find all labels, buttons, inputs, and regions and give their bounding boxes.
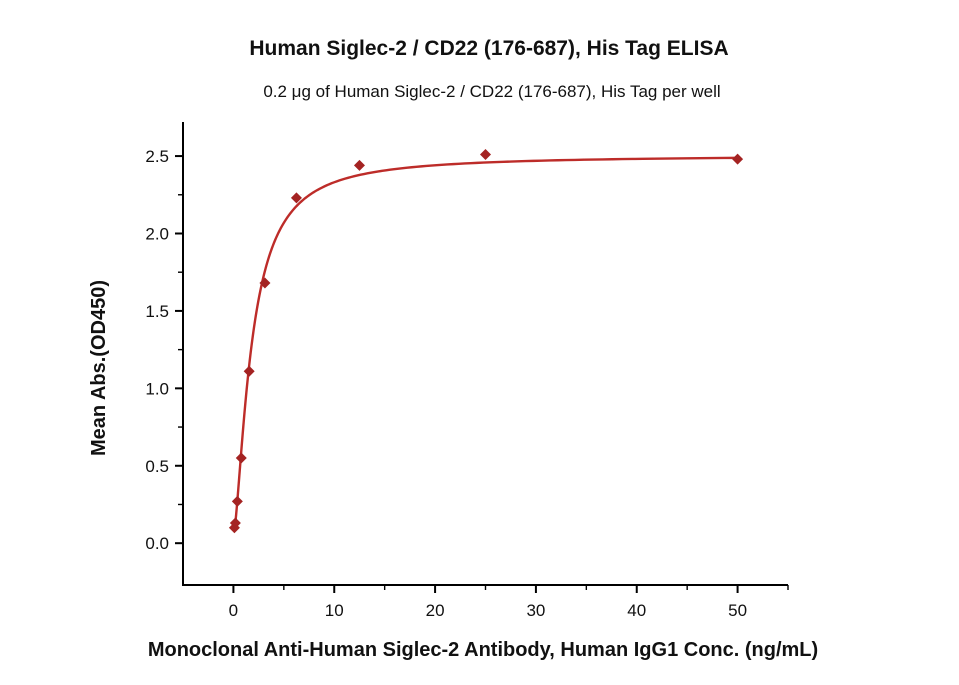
data-point bbox=[353, 159, 365, 171]
x-axis-label: Monoclonal Anti-Human Siglec-2 Antibody,… bbox=[148, 639, 818, 661]
chart-title: Human Siglec-2 / CD22 (176-687), His Tag… bbox=[249, 37, 728, 60]
y-tick-label: 1.5 bbox=[145, 302, 169, 321]
y-tick-label: 0.0 bbox=[145, 534, 169, 553]
x-tick-label: 10 bbox=[325, 601, 344, 620]
data-point bbox=[290, 192, 302, 204]
data-point bbox=[229, 517, 241, 529]
x-tick-label: 50 bbox=[728, 601, 747, 620]
x-tick-label: 20 bbox=[426, 601, 445, 620]
x-tick-label: 0 bbox=[229, 601, 238, 620]
data-point bbox=[243, 365, 255, 377]
x-tick-label: 30 bbox=[526, 601, 545, 620]
data-point bbox=[235, 452, 247, 464]
chart-subtitle: 0.2 μg of Human Siglec-2 / CD22 (176-687… bbox=[263, 82, 720, 101]
data-point bbox=[259, 277, 271, 289]
y-tick-label: 2.0 bbox=[145, 224, 169, 243]
x-tick-label: 40 bbox=[627, 601, 646, 620]
y-axis-label: Mean Abs.(OD450) bbox=[88, 280, 110, 456]
fit-curve bbox=[233, 156, 739, 532]
data-point bbox=[732, 153, 744, 165]
y-tick-label: 1.0 bbox=[145, 379, 169, 398]
data-point bbox=[480, 149, 491, 161]
plot-area: 0 10 20 30 40 50 0.0 0.5 1.0 1.5 2.0 2.5 bbox=[145, 122, 789, 620]
y-tick-label: 2.5 bbox=[145, 147, 169, 166]
data-point bbox=[231, 495, 243, 507]
y-tick-label: 0.5 bbox=[145, 457, 169, 476]
axes-lines bbox=[182, 122, 788, 586]
